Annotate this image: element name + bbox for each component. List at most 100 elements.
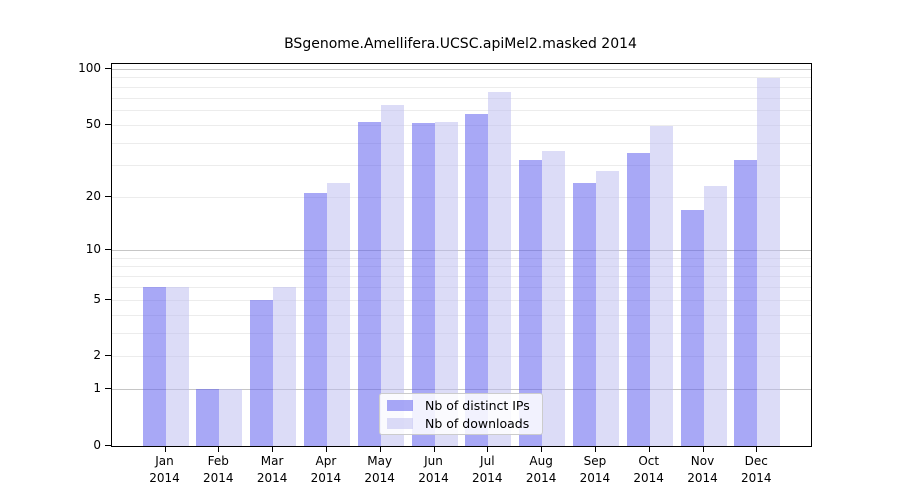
bar-dec-downloads <box>757 78 781 446</box>
y-tick-label-5: 5 <box>93 291 101 306</box>
bar-jun-distinct-ips <box>411 123 435 446</box>
x-tick-feb <box>218 446 220 452</box>
y-tick-1 <box>105 388 111 390</box>
x-tick-year-jul: 2014 <box>472 471 503 485</box>
bar-dec-distinct-ips <box>734 160 758 446</box>
legend-label-downloads: Nb of downloads <box>425 415 530 431</box>
x-tick-jul <box>487 446 489 452</box>
x-tick-month-aug: Aug <box>529 454 553 468</box>
x-tick-jun <box>433 446 435 452</box>
gridline-minor-40 <box>112 142 811 144</box>
bar-mar-distinct-ips <box>250 299 274 446</box>
x-tick-label-aug: Aug 2014 <box>511 453 571 487</box>
x-tick-label-jun: Jun 2014 <box>404 453 464 487</box>
bar-jan-distinct-ips <box>142 287 166 446</box>
y-tick-0 <box>105 445 111 446</box>
bar-aug-distinct-ips <box>519 160 543 446</box>
x-tick-label-dec: Dec 2014 <box>726 453 786 487</box>
legend: Nb of distinct IPs Nb of downloads <box>379 393 543 435</box>
legend-item-distinct-ips: Nb of distinct IPs <box>380 398 542 413</box>
x-tick-month-apr: Apr <box>315 454 337 468</box>
bar-jan-downloads <box>165 287 189 446</box>
y-tick-label-100: 100 <box>78 60 101 75</box>
gridline-major-100 <box>112 68 811 70</box>
x-tick-label-oct: Oct 2014 <box>619 453 679 487</box>
y-tick-50 <box>105 123 111 125</box>
x-tick-month-jan: Jan <box>155 454 174 468</box>
bar-jun-downloads <box>434 121 458 446</box>
gridline-minor-60 <box>112 110 811 111</box>
x-tick-month-feb: Feb <box>207 454 229 468</box>
y-tick-100 <box>105 67 111 69</box>
gridline-minor-5 <box>112 299 811 301</box>
y-tick-label-1: 1 <box>93 381 101 396</box>
x-tick-month-jul: Jul <box>480 454 495 468</box>
gridline-minor-6 <box>112 287 811 288</box>
y-tick-label-0: 0 <box>93 438 101 452</box>
y-tick-label-20: 20 <box>85 189 101 204</box>
x-tick-label-apr: Apr 2014 <box>296 453 356 487</box>
y-tick-5 <box>105 298 111 300</box>
x-tick-label-jan: Jan 2014 <box>135 453 195 487</box>
bar-feb-downloads <box>219 389 243 446</box>
x-tick-mar <box>272 446 274 452</box>
bar-oct-distinct-ips <box>626 153 650 446</box>
bar-may-downloads <box>380 104 404 446</box>
x-tick-may <box>379 446 381 452</box>
x-tick-month-nov: Nov <box>690 454 715 468</box>
x-tick-year-jun: 2014 <box>418 471 449 485</box>
x-tick-label-feb: Feb 2014 <box>188 453 248 487</box>
bar-sep-downloads <box>595 170 619 446</box>
x-tick-oct <box>648 446 650 452</box>
x-tick-month-sep: Sep <box>583 454 607 468</box>
legend-swatch-distinct-ips <box>387 399 413 411</box>
plot-area: Nb of distinct IPs Nb of downloads <box>111 63 812 447</box>
x-tick-year-oct: 2014 <box>633 471 664 485</box>
x-tick-month-jun: Jun <box>424 454 443 468</box>
x-tick-label-sep: Sep 2014 <box>565 453 625 487</box>
x-tick-aug <box>541 446 543 452</box>
legend-swatch-downloads <box>387 417 413 429</box>
x-tick-label-jul: Jul 2014 <box>457 453 517 487</box>
x-tick-jan <box>164 446 166 452</box>
y-tick-2 <box>105 355 111 357</box>
gridline-minor-9 <box>112 257 811 259</box>
bar-oct-downloads <box>649 126 673 446</box>
x-tick-year-apr: 2014 <box>310 471 342 485</box>
gridline-minor-30 <box>112 165 811 167</box>
gridline-minor-3 <box>112 332 811 334</box>
gridline-minor-50 <box>112 124 811 126</box>
y-tick-label-2: 2 <box>93 348 101 363</box>
x-tick-year-feb: 2014 <box>203 471 234 485</box>
bar-nov-distinct-ips <box>680 209 704 446</box>
gridline-minor-80 <box>112 86 811 88</box>
gridline-minor-7 <box>112 276 811 277</box>
gridline-minor-70 <box>112 97 811 99</box>
bar-apr-distinct-ips <box>303 193 327 446</box>
y-tick-10 <box>105 249 111 250</box>
gridline-major-10 <box>112 250 811 251</box>
bar-jul-downloads <box>488 92 512 446</box>
bar-apr-downloads <box>326 182 350 446</box>
bar-nov-downloads <box>703 186 727 446</box>
x-tick-label-may: May 2014 <box>350 453 410 487</box>
y-tick-label-50: 50 <box>85 116 101 131</box>
legend-label-distinct-ips: Nb of distinct IPs <box>425 397 530 413</box>
bar-aug-downloads <box>542 150 566 446</box>
x-tick-year-may: 2014 <box>364 471 395 485</box>
x-tick-nov <box>702 446 704 452</box>
gridline-minor-4 <box>112 314 811 316</box>
x-tick-year-dec: 2014 <box>741 471 772 485</box>
x-tick-sep <box>594 446 596 452</box>
legend-item-downloads: Nb of downloads <box>380 416 542 431</box>
gridline-minor-90 <box>112 77 811 79</box>
x-tick-year-sep: 2014 <box>579 471 611 485</box>
x-tick-year-mar: 2014 <box>256 471 288 485</box>
gridline-major-1 <box>112 389 811 391</box>
bar-jul-distinct-ips <box>465 114 489 446</box>
x-tick-month-may: May <box>367 454 393 468</box>
x-tick-apr <box>325 446 327 452</box>
x-tick-label-nov: Nov 2014 <box>673 453 733 487</box>
bar-mar-downloads <box>273 287 297 446</box>
